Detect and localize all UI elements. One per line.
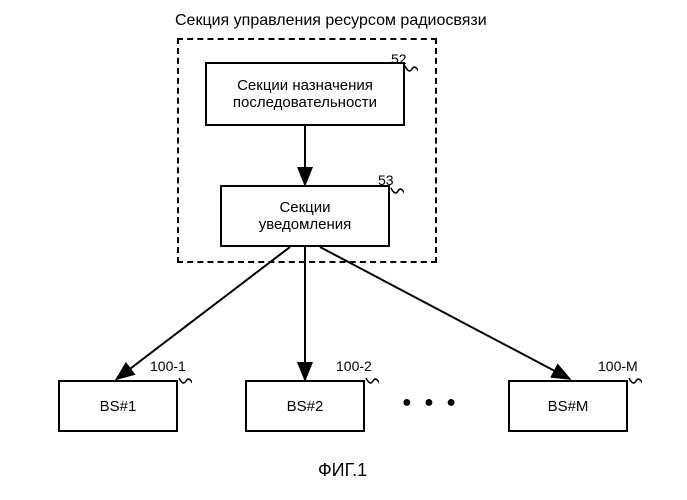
figure-label: ФИГ.1 [318, 460, 367, 481]
node-bsm-refnum: 100-M [598, 358, 638, 374]
edge-notify-bs1 [118, 247, 290, 378]
diagram-title: Секция управления ресурсом радиосвязи [175, 12, 487, 30]
node-assign-squiggle [404, 64, 418, 74]
node-bsm: BS#M [508, 380, 628, 432]
node-bsm-label: BS#M [548, 398, 589, 415]
node-bsm-squiggle [628, 376, 642, 386]
node-assign-label: Секции назначения последовательности [233, 77, 377, 111]
ellipsis-dots: ● ● ● [402, 394, 460, 412]
node-bs2: BS#2 [245, 380, 365, 432]
node-bs1-squiggle [178, 376, 192, 386]
node-notify-label: Секции уведомления [259, 199, 352, 233]
node-bs1-label: BS#1 [100, 398, 137, 415]
node-notify-squiggle [390, 186, 404, 196]
node-assign: Секции назначения последовательности [205, 62, 405, 126]
node-notify: Секции уведомления [220, 185, 390, 247]
node-bs1-refnum: 100-1 [150, 358, 186, 374]
node-bs2-squiggle [365, 376, 379, 386]
node-bs2-refnum: 100-2 [336, 358, 372, 374]
node-bs1: BS#1 [58, 380, 178, 432]
diagram-root: Секция управления ресурсом радиосвязи Се… [0, 0, 687, 500]
node-bs2-label: BS#2 [287, 398, 324, 415]
